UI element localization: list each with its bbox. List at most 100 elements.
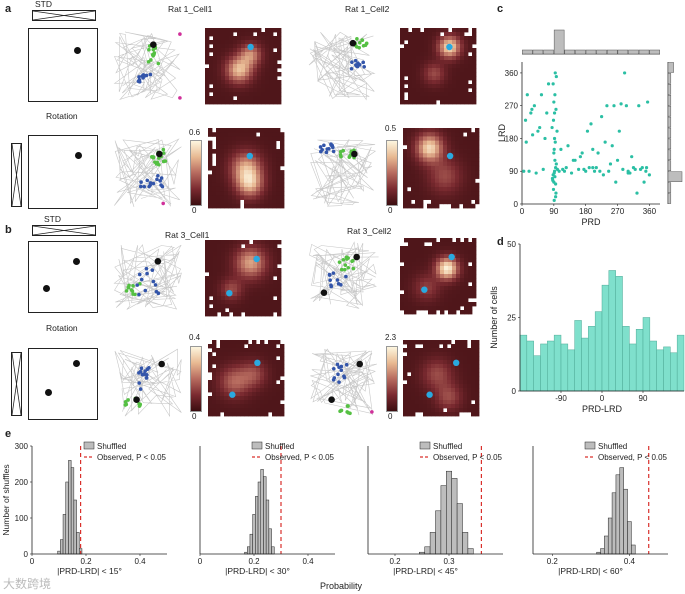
rate-map-bin	[431, 144, 436, 150]
rate-map-bin	[472, 84, 477, 89]
rate-map-bin	[221, 84, 226, 89]
rate-map-bin	[244, 157, 249, 163]
rate-map-bin	[455, 182, 460, 188]
scatter-point	[566, 144, 570, 148]
rate-map-bin	[451, 149, 456, 154]
trajectory-path	[114, 348, 182, 418]
rate-map-bin	[237, 284, 242, 289]
rate-map-bin	[423, 372, 428, 377]
rate-map-bin	[253, 268, 258, 273]
rate-map-bin	[237, 56, 242, 61]
rate-map-bin	[431, 186, 436, 192]
rate-map-bin	[447, 368, 452, 373]
rate-map-bin	[439, 380, 444, 385]
rate-map-bin	[232, 199, 237, 205]
rate-map-bin	[245, 292, 250, 297]
rate-map-bin	[467, 384, 472, 389]
rate-map-bin	[220, 186, 225, 192]
rate-map-bin	[273, 92, 278, 97]
rate-map-bin	[436, 88, 441, 93]
landmark-dot	[154, 257, 162, 265]
rate-map-bin	[439, 360, 444, 365]
rate-map-bin	[443, 340, 448, 345]
rate-map-bin	[208, 195, 213, 200]
rate-map-bin	[475, 340, 480, 345]
rate-map-bin	[265, 308, 270, 313]
rate-map-bin	[213, 52, 218, 57]
rate-map-bin	[273, 272, 278, 277]
rate-map-bin	[435, 384, 440, 389]
rate-map-bin	[471, 132, 476, 137]
rate-map-bin	[253, 64, 258, 69]
rate-map-bin	[233, 44, 238, 49]
rate-map-bin	[424, 262, 429, 267]
rate-map-bin	[216, 195, 221, 200]
rate-map-bin	[260, 136, 265, 142]
rate-map-bin	[424, 68, 429, 73]
spike-blue	[159, 183, 163, 187]
rate-map-bin	[456, 254, 461, 259]
rate-map-bin	[408, 298, 413, 303]
rate-map-bin	[428, 48, 433, 53]
rate-map-bin	[423, 170, 428, 175]
rate-map-bin	[256, 195, 261, 200]
scatter-point	[642, 180, 646, 184]
rate-map-bin	[412, 258, 417, 263]
rate-map-bin	[213, 92, 218, 97]
rate-map-bin	[452, 60, 457, 65]
rate-map-bin	[467, 136, 472, 142]
rate-map-bin	[260, 364, 265, 369]
rate-map-bin	[217, 64, 222, 69]
rate-map-bin	[233, 48, 238, 53]
rate-map-bin	[228, 203, 233, 209]
rate-map-bin	[468, 266, 473, 271]
rate-map-bin	[229, 308, 234, 313]
rate-map-bin	[273, 68, 278, 73]
rate-map-bin	[416, 68, 421, 73]
rate-map-bin	[420, 302, 425, 307]
rate-map-bin	[403, 153, 408, 158]
rate-map-bin	[221, 76, 226, 81]
rate-map-bin	[464, 278, 469, 283]
rate-map-bin	[221, 296, 226, 301]
rate-map-bin	[448, 48, 453, 53]
x-axis-label-e: |PRD-LRD| < 60°	[558, 566, 623, 576]
rate-map-bin	[217, 56, 222, 61]
rate-map-bin	[240, 376, 245, 381]
rate-map-bin	[240, 165, 245, 171]
scatter-point	[630, 155, 634, 159]
rate-map-bin	[416, 250, 421, 255]
rate-map-bin	[411, 157, 416, 163]
scatter-point	[552, 100, 556, 104]
rate-map-bin	[471, 165, 476, 171]
rate-map-bin	[248, 384, 253, 389]
rate-map-rat3-cell2-rotation	[403, 340, 480, 417]
rate-map-bin	[212, 360, 217, 365]
rate-map-bin	[248, 186, 253, 192]
rate-map-bin	[475, 165, 480, 171]
spike-green	[339, 408, 343, 413]
rate-map-rat1-cell1-std	[205, 28, 282, 105]
rate-map-bin	[404, 298, 409, 303]
rate-map-bin	[455, 408, 460, 413]
rate-map-bin	[400, 274, 405, 279]
rate-map-bin	[241, 96, 246, 101]
rate-map-bin	[236, 392, 241, 397]
rate-map-bin	[232, 178, 237, 184]
rate-map-bin	[240, 408, 245, 413]
shuffle-bar	[435, 510, 442, 555]
spike-blue	[137, 75, 141, 79]
rate-map-bin	[415, 408, 420, 413]
rate-map-bin	[236, 344, 241, 349]
y-tick-label-d: 0	[512, 387, 517, 396]
rate-map-bin	[233, 80, 238, 85]
rate-map-bin	[273, 84, 278, 89]
rate-map-bin	[228, 340, 233, 345]
rate-map-bin	[229, 256, 234, 261]
rate-map-bin	[261, 248, 266, 253]
rate-map-bin	[241, 44, 246, 49]
rate-map-bin	[455, 356, 460, 361]
rate-map-bin	[268, 400, 273, 405]
spike-blue	[362, 64, 366, 69]
rate-map-bin	[244, 404, 249, 409]
